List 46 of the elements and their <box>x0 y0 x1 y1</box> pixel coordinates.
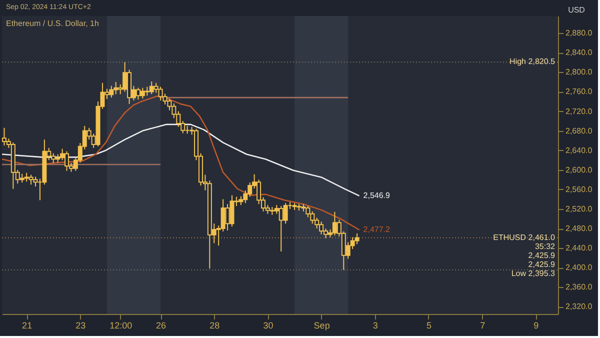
annotation: 2,425.9 <box>528 260 556 269</box>
x-tick-label: 7 <box>480 320 486 330</box>
y-tick-label: 2,600.0 <box>566 165 593 174</box>
x-tick-label: 28 <box>210 320 220 330</box>
data-label: 2,546.9 <box>363 190 391 200</box>
x-tick-label: 12:00 <box>110 320 132 330</box>
candlestick <box>283 202 288 224</box>
annotation: 2,461.0 <box>528 232 556 242</box>
y-tick-label: 2,320.0 <box>566 302 593 312</box>
x-tick-label: 3 <box>372 320 378 330</box>
y-tick-label: 2,760.0 <box>566 87 593 96</box>
y-tick-label: 2,640.0 <box>566 146 593 155</box>
x-tick-label: Sep <box>314 320 330 330</box>
candlestick <box>220 198 226 232</box>
y-tick-label: 2,840.0 <box>566 48 593 58</box>
y-tick-label: 2,360.0 <box>566 282 593 292</box>
x-tick-label: 23 <box>76 320 86 330</box>
x-tick-label: 30 <box>263 320 274 330</box>
annotation: 2,425.9 <box>528 250 556 260</box>
chart-title: Ethereum / U.S. Dollar, 1h <box>6 19 99 28</box>
y-tick-label: 2,440.0 <box>566 244 593 253</box>
candlestick <box>230 194 234 228</box>
y-tick-label: 2,880.0 <box>566 28 593 38</box>
y-tick-label: 2,520.0 <box>566 204 593 214</box>
ref-line-label: ETHUSD <box>493 232 526 242</box>
y-axis-title: USD <box>568 6 586 14</box>
x-tick-label: 26 <box>156 320 166 330</box>
y-tick-label: 2,400.0 <box>566 263 593 272</box>
ref-line-label: Low <box>511 268 526 278</box>
candlestick <box>28 174 34 186</box>
y-tick-label: 2,800.0 <box>566 68 593 77</box>
y-tick-label: 2,680.0 <box>566 126 593 136</box>
annotation: 2,820.5 <box>528 57 556 66</box>
y-tick-label: 2,720.0 <box>566 106 593 116</box>
x-tick-label: 21 <box>22 320 32 330</box>
data-label: 2,477.2 <box>363 224 391 234</box>
annotation: 2,395.3 <box>528 268 556 278</box>
candlestick <box>354 232 360 245</box>
x-tick-label: 5 <box>426 320 432 330</box>
line-series <box>1 124 360 196</box>
y-tick-label: 2,480.0 <box>566 224 593 234</box>
candlestick <box>33 176 38 187</box>
ref-line-label: High <box>510 57 526 66</box>
y-tick-label: 2,560.0 <box>566 184 593 194</box>
annotation: 35:32 <box>534 242 556 251</box>
x-tick-label: 9 <box>534 320 539 330</box>
